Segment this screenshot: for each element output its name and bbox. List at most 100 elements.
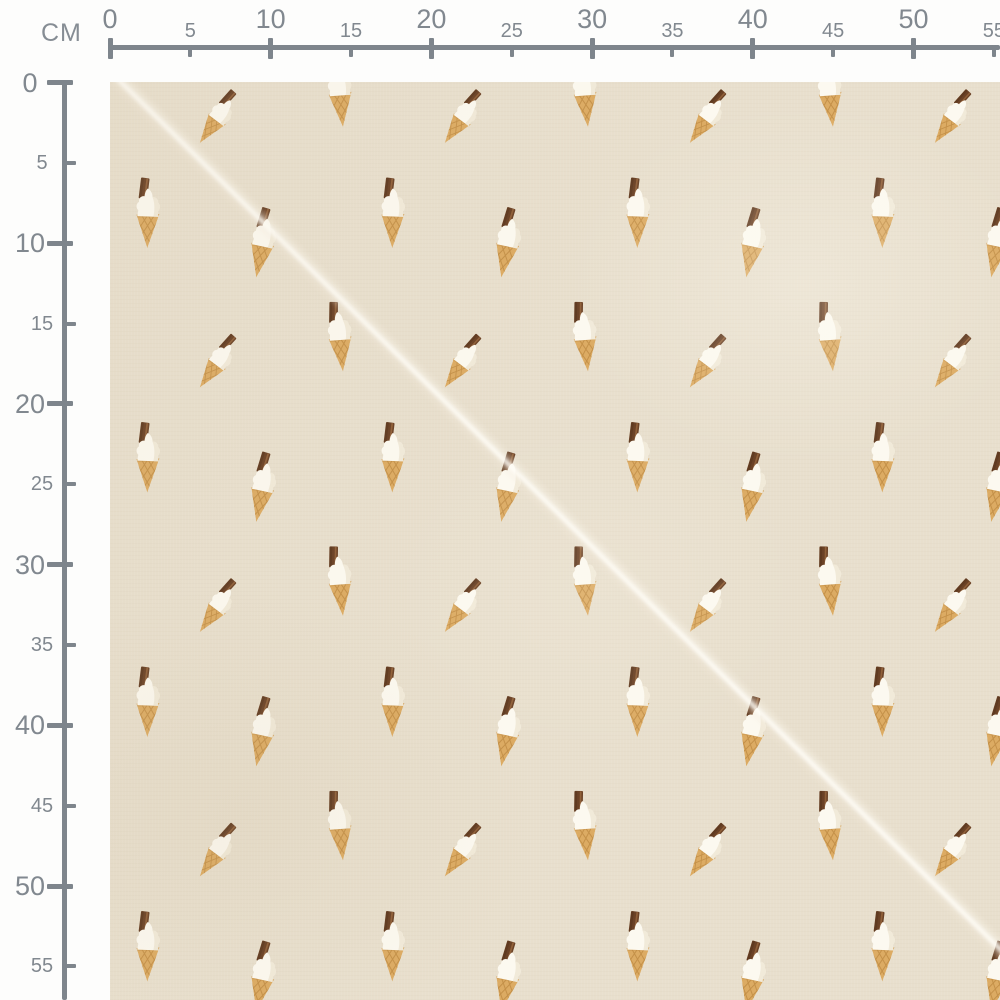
v-ruler-major-tick bbox=[47, 80, 73, 85]
cream-swirl bbox=[496, 952, 521, 983]
ice-cream-cone-motif bbox=[620, 910, 656, 983]
ice-cream-cone-icon bbox=[327, 546, 354, 617]
v-ruler-tick-label: 35 bbox=[30, 633, 54, 656]
h-ruler-major-tick bbox=[750, 38, 756, 59]
v-ruler-major-tick bbox=[47, 562, 73, 568]
ice-cream-cone-motif bbox=[321, 299, 360, 373]
h-ruler-major-tick bbox=[268, 38, 274, 59]
ice-cream-cone-icon bbox=[327, 301, 354, 373]
ice-cream-cone-icon bbox=[572, 82, 599, 128]
h-ruler-tick-label: 25 bbox=[500, 20, 523, 42]
v-ruler-tick-label: 25 bbox=[30, 473, 54, 496]
ice-cream-cone-icon bbox=[625, 911, 650, 982]
ice-cream-cone-motif bbox=[865, 665, 901, 738]
ice-cream-cone-icon bbox=[327, 790, 354, 862]
h-ruler-tick-label: 55 bbox=[982, 20, 1000, 42]
h-ruler-minor-tick bbox=[188, 45, 193, 57]
ice-cream-cone-motif bbox=[321, 544, 360, 618]
ice-cream-cone-icon bbox=[870, 177, 895, 249]
cream-swirl bbox=[741, 218, 766, 249]
v-ruler-tick-label: 5 bbox=[36, 151, 48, 174]
ice-cream-cone-motif bbox=[620, 176, 656, 249]
ice-cream-cone-icon bbox=[817, 790, 844, 862]
ice-cream-cone-motif bbox=[375, 665, 411, 738]
ice-cream-cone-icon bbox=[135, 177, 160, 249]
v-ruler-tick-label: 50 bbox=[14, 871, 46, 901]
cream-swirl bbox=[496, 707, 521, 738]
ice-cream-cone-motif bbox=[375, 176, 411, 249]
v-ruler-tick-label: 55 bbox=[30, 955, 54, 978]
cream-swirl bbox=[251, 952, 276, 983]
v-ruler-tick-label: 0 bbox=[22, 67, 38, 98]
ice-cream-cone-icon bbox=[817, 82, 844, 128]
ice-cream-cone-motif bbox=[566, 299, 605, 373]
ice-cream-cone-icon bbox=[817, 301, 844, 373]
v-ruler-major-tick bbox=[47, 883, 73, 889]
v-ruler-minor-tick bbox=[62, 160, 76, 165]
v-ruler-tick-label: 45 bbox=[30, 794, 54, 817]
ice-cream-cone-icon bbox=[870, 422, 895, 493]
cream-swirl bbox=[741, 952, 766, 983]
ice-cream-cone-motif bbox=[566, 544, 605, 618]
v-ruler-tick-label: 15 bbox=[30, 312, 54, 335]
h-ruler-minor-tick bbox=[349, 45, 354, 57]
ice-cream-cone-icon bbox=[572, 546, 599, 617]
v-ruler-tick-label: 10 bbox=[14, 228, 46, 259]
h-ruler-tick-label: 35 bbox=[661, 20, 684, 42]
h-ruler-minor-tick bbox=[991, 45, 996, 57]
ice-cream-cone-icon bbox=[135, 911, 160, 982]
ice-cream-cone-icon bbox=[135, 666, 160, 738]
h-ruler-tick-label: 45 bbox=[822, 20, 845, 42]
cream-swirl bbox=[327, 82, 352, 97]
horizontal-ruler-line bbox=[108, 45, 1000, 50]
ice-cream-cone-motif bbox=[130, 421, 166, 494]
v-ruler-tick-label: 40 bbox=[14, 710, 46, 741]
cream-swirl bbox=[741, 463, 766, 494]
ice-cream-cone-motif bbox=[321, 82, 360, 129]
ice-cream-cone-icon bbox=[625, 666, 650, 738]
h-ruler-minor-tick bbox=[670, 45, 675, 57]
ice-cream-cone-icon bbox=[380, 422, 405, 493]
cream-swirl bbox=[496, 463, 521, 494]
ice-cream-cone-icon bbox=[380, 177, 405, 249]
ice-cream-cone-motif bbox=[865, 910, 901, 983]
ice-cream-cone-motif bbox=[566, 82, 605, 129]
ice-cream-cone-motif bbox=[130, 910, 166, 983]
v-ruler-major-tick bbox=[47, 722, 73, 728]
ice-cream-cone-motif bbox=[865, 176, 901, 249]
ice-cream-cone-icon bbox=[572, 301, 599, 373]
v-ruler-minor-tick bbox=[62, 964, 76, 969]
h-ruler-minor-tick bbox=[509, 45, 514, 57]
v-ruler-major-tick bbox=[47, 401, 73, 407]
h-ruler-major-tick bbox=[589, 38, 595, 59]
h-ruler-major-tick bbox=[911, 38, 916, 59]
ice-cream-cone-icon bbox=[572, 790, 599, 862]
ice-cream-cone-icon bbox=[870, 666, 895, 738]
ice-cream-cone-motif bbox=[620, 421, 656, 494]
ice-cream-cone-icon bbox=[380, 911, 405, 982]
v-ruler-minor-tick bbox=[62, 482, 76, 487]
v-ruler-tick-label: 30 bbox=[14, 549, 46, 580]
ice-cream-cone-icon bbox=[327, 82, 354, 128]
ice-cream-cone-motif bbox=[811, 544, 850, 618]
v-ruler-major-tick bbox=[47, 240, 73, 246]
h-ruler-tick-label: 40 bbox=[737, 4, 768, 34]
h-ruler-tick-label: 10 bbox=[255, 4, 286, 34]
h-ruler-major-tick bbox=[107, 38, 113, 59]
ice-cream-cone-motif bbox=[811, 788, 850, 862]
ice-cream-cone-motif bbox=[620, 665, 656, 738]
cream-swirl bbox=[251, 218, 276, 249]
h-ruler-tick-label: 15 bbox=[339, 20, 363, 42]
cream-swirl bbox=[496, 218, 521, 249]
h-ruler-tick-label: 30 bbox=[577, 4, 608, 34]
ice-cream-cone-motif bbox=[865, 421, 901, 494]
ice-cream-cone-motif bbox=[811, 299, 850, 373]
ice-cream-cone-motif bbox=[566, 788, 605, 862]
ice-cream-cone-icon bbox=[870, 911, 895, 982]
cream-swirl bbox=[251, 463, 276, 494]
ice-cream-cone-motif bbox=[130, 176, 166, 249]
ice-cream-cone-motif bbox=[130, 665, 166, 738]
fabric-preview bbox=[110, 82, 1000, 1000]
h-ruler-tick-label: 0 bbox=[102, 4, 118, 34]
